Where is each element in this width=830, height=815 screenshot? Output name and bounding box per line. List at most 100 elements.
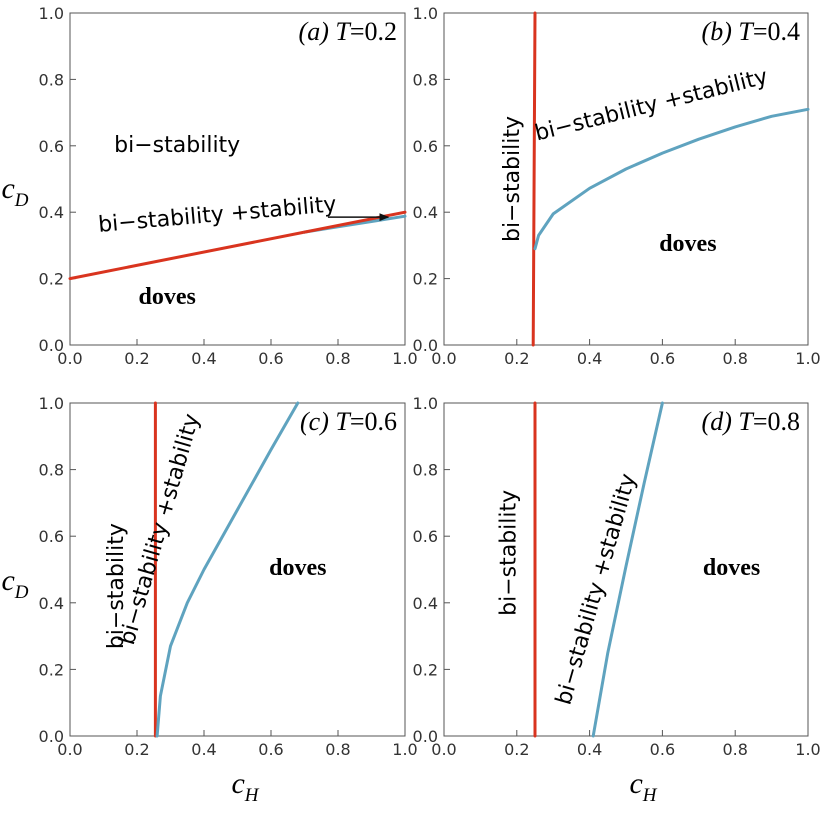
x-tick-label: 0.6 — [258, 349, 283, 368]
x-tick-label: 0.8 — [722, 740, 747, 759]
y-tick-label: 0.6 — [413, 137, 438, 156]
plot-frame — [443, 402, 809, 737]
panel-letter: (c) — [300, 407, 335, 436]
y-tick-label: 0.0 — [413, 727, 438, 746]
x-tick-label: 0.0 — [431, 349, 456, 368]
x-tick-label: 0.2 — [504, 740, 529, 759]
y-tick-label: 0.6 — [413, 527, 438, 546]
region-label: bi−stability +stability — [532, 64, 770, 146]
y-tick-label: 0.8 — [413, 70, 438, 89]
y-tick-label: 0.0 — [413, 336, 438, 355]
x-tick-label: 0.0 — [57, 349, 82, 368]
x-axis-title-right: cH — [629, 767, 657, 806]
region-label-doves: doves — [703, 555, 760, 581]
y-axis-title-var: c — [1, 564, 14, 597]
x-axis-title-sub: H — [244, 785, 260, 806]
x-tick-label: 0.6 — [650, 740, 675, 759]
plot-frame — [443, 12, 809, 346]
x-tick-label: 0.4 — [577, 349, 602, 368]
x-tick-label: 1.0 — [392, 349, 417, 368]
y-tick-label: 0.2 — [413, 660, 438, 679]
x-axis-title-var: c — [629, 767, 642, 800]
y-tick-label: 0.2 — [39, 270, 64, 289]
panel-value: =0.8 — [753, 407, 800, 436]
panel-label: (d) T=0.8 — [702, 407, 800, 436]
region-label: bi−stability +stability — [97, 192, 337, 238]
y-tick-label: 0.6 — [39, 137, 64, 156]
x-tick-label: 0.2 — [504, 349, 529, 368]
plot-frame — [69, 12, 406, 346]
x-tick-label: 0.2 — [124, 740, 149, 759]
panel-value: =0.2 — [350, 17, 397, 46]
y-tick-label: 0.8 — [39, 461, 64, 480]
panel-d: 0.00.0 0.2 0.2 0.4 0.4 0.6 0.6 0.8 0.8 1.0 1.0 bi−s… — [413, 394, 821, 759]
x-tick-label: 0.0 — [431, 740, 456, 759]
y-axis-title-sub: D — [14, 190, 29, 211]
y-tick-label: 0.2 — [39, 660, 64, 679]
x-axis-title-var: c — [231, 767, 244, 800]
blue-boundary-line — [591, 401, 664, 738]
y-tick-label: 1.0 — [413, 4, 438, 23]
panel-value: =0.6 — [350, 407, 397, 436]
y-tick-label: 0.8 — [413, 461, 438, 480]
panel-variable: T — [335, 407, 351, 436]
panel-letter: (d) — [702, 407, 739, 436]
y-tick-label: 0.8 — [39, 70, 64, 89]
x-tick-label: 0.2 — [124, 349, 149, 368]
x-tick-label: 0.0 — [57, 740, 82, 759]
ticks: 0.00.0 0.2 0.2 0.4 0.4 0.6 0.6 0.8 0.8 1.0 1.0 — [39, 394, 418, 759]
x-tick-label: 0.8 — [325, 740, 350, 759]
blue-boundary-line — [155, 401, 300, 738]
region-label-doves: doves — [269, 555, 326, 581]
x-tick-label: 1.0 — [795, 349, 820, 368]
y-axis-title-var: c — [1, 172, 14, 205]
blue-boundary-line — [533, 107, 810, 251]
y-tick-label: 0.4 — [39, 203, 64, 222]
panel-label: (a) T=0.2 — [299, 17, 397, 46]
y-tick-label: 1.0 — [39, 394, 64, 413]
region-label-doves: doves — [138, 284, 195, 310]
x-tick-label: 1.0 — [392, 740, 417, 759]
panel-variable: T — [335, 17, 351, 46]
x-tick-label: 1.0 — [795, 740, 820, 759]
panel-variable: T — [738, 17, 754, 46]
ticks: 0.00.0 0.2 0.2 0.4 0.4 0.6 0.6 0.8 0.8 1.0 1.0 — [413, 394, 821, 759]
x-tick-label: 0.4 — [577, 740, 602, 759]
x-axis-title-sub: H — [642, 785, 658, 806]
x-tick-label: 0.6 — [650, 349, 675, 368]
panel-b: 0.00.0 0.2 0.2 0.4 0.4 0.6 0.6 0.8 0.8 1.0 1.0 bi−s… — [413, 4, 821, 368]
panel-value: =0.4 — [753, 17, 800, 46]
y-tick-label: 1.0 — [39, 4, 64, 23]
region-label: bi−stability — [114, 133, 240, 158]
panel-letter: (b) — [702, 17, 739, 46]
region-label-doves: doves — [659, 231, 716, 257]
y-tick-label: 0.4 — [39, 594, 64, 613]
plot-frame — [69, 402, 406, 737]
y-tick-label: 0.0 — [39, 336, 64, 355]
x-tick-label: 0.6 — [258, 740, 283, 759]
x-tick-label: 0.8 — [325, 349, 350, 368]
panel-variable: T — [738, 407, 754, 436]
y-axis-title-sub: D — [14, 582, 29, 603]
panel-label: (b) T=0.4 — [702, 17, 800, 46]
ticks: 0.00.0 0.2 0.2 0.4 0.4 0.6 0.6 0.8 0.8 1.0 1.0 — [39, 4, 418, 368]
x-tick-label: 0.8 — [722, 349, 747, 368]
red-boundary-line — [68, 230, 306, 281]
y-tick-label: 0.4 — [413, 594, 438, 613]
panel-label: (c) T=0.6 — [300, 407, 397, 436]
y-tick-label: 0.6 — [39, 527, 64, 546]
region-label: bi−stability — [500, 116, 525, 242]
panel-a: 0.00.0 0.2 0.2 0.4 0.4 0.6 0.6 0.8 0.8 1.0 1.0 bi−s… — [39, 4, 418, 368]
region-label: bi−stability — [104, 523, 129, 649]
x-axis-title-left: cH — [231, 767, 259, 806]
y-tick-label: 0.0 — [39, 727, 64, 746]
y-tick-label: 0.4 — [413, 203, 438, 222]
panel-letter: (a) — [299, 17, 336, 46]
panel-c: 0.00.0 0.2 0.2 0.4 0.4 0.6 0.6 0.8 0.8 1.0 1.0 bi−s… — [39, 394, 418, 759]
y-axis-title-bottom: cD — [1, 564, 28, 603]
ticks: 0.00.0 0.2 0.2 0.4 0.4 0.6 0.6 0.8 0.8 1.0 1.0 — [413, 4, 821, 368]
region-label: bi−stability +stability — [551, 471, 641, 708]
y-tick-label: 0.2 — [413, 270, 438, 289]
y-axis-title-top: cD — [1, 172, 28, 211]
